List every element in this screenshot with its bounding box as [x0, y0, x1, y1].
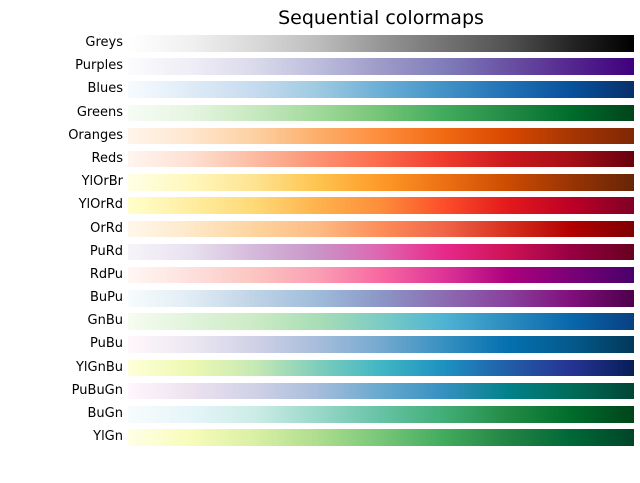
colormap-bar [128, 290, 634, 307]
colormap-bar [128, 81, 634, 98]
colormap-row: YlOrBr [0, 174, 640, 191]
colormap-bar [128, 359, 634, 377]
colormap-label: BuGn [87, 406, 123, 421]
colormap-bar [128, 174, 634, 191]
colormap-label: PuRd [89, 243, 123, 259]
colormap-row: BuGn [0, 406, 640, 423]
colormap-bar [128, 406, 634, 423]
colormap-label: PuBu [89, 336, 123, 352]
colormap-label: RdPu [89, 266, 123, 282]
colormap-label: GnBu [87, 313, 123, 329]
colormap-bar [128, 382, 634, 400]
colormap-row: GnBu [0, 313, 640, 330]
colormap-row: Greys [0, 35, 640, 52]
colormap-row: PuRd [0, 243, 640, 261]
colormap-bar [128, 243, 634, 261]
colormap-row: OrRd [0, 220, 640, 237]
colormap-label: PuBuGn [71, 382, 123, 398]
colormap-row: Greens [0, 104, 640, 122]
colormap-row: Oranges [0, 127, 640, 145]
colormap-bar [128, 150, 634, 168]
colormap-label: Greys [85, 35, 123, 50]
colormap-row: RdPu [0, 266, 640, 284]
colormap-bar [128, 104, 634, 122]
colormap-bar [128, 313, 634, 330]
colormap-bar [128, 127, 634, 145]
colormap-row: YlGn [0, 429, 640, 446]
colormap-label: OrRd [90, 220, 123, 236]
colormap-row: YlGnBu [0, 359, 640, 377]
colormap-label: YlGnBu [75, 359, 123, 375]
colormap-label: Blues [87, 81, 123, 97]
colormap-label: Greens [76, 104, 123, 120]
colormap-bar [128, 266, 634, 284]
colormap-bar [128, 220, 634, 237]
colormap-bar [128, 197, 634, 214]
colormap-bar [128, 35, 634, 52]
colormap-label: BuPu [89, 290, 123, 306]
colormap-row: Blues [0, 81, 640, 98]
colormap-row: Reds [0, 150, 640, 168]
colormap-label: Reds [91, 150, 123, 166]
colormap-bar [128, 58, 634, 75]
colormap-bar [128, 429, 634, 446]
colormap-label: YlOrBr [81, 174, 123, 190]
colormap-bar [128, 336, 634, 353]
colormap-row: PuBu [0, 336, 640, 353]
colormap-label: YlGn [93, 429, 123, 445]
colormap-label: Purples [75, 58, 123, 74]
colormap-label: Oranges [68, 127, 123, 143]
colormap-rows: Greys Purples Blues Greens Oranges Reds … [0, 35, 640, 452]
colormap-row: YlOrRd [0, 197, 640, 214]
colormap-row: BuPu [0, 290, 640, 307]
chart-title: Sequential colormaps [278, 7, 484, 29]
colormap-label: YlOrRd [78, 197, 123, 213]
colormap-row: Purples [0, 58, 640, 75]
colormap-row: PuBuGn [0, 382, 640, 400]
